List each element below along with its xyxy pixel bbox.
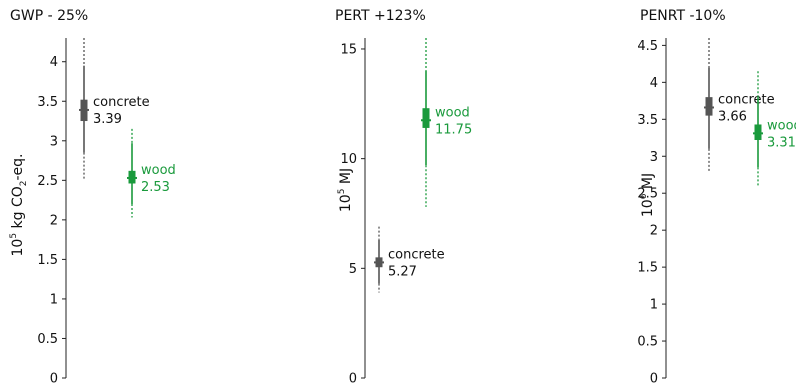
series-concrete: concrete 3.39 xyxy=(79,38,150,181)
y-axis-label: 105 MJ xyxy=(337,168,354,212)
y-tick-label: 4.5 xyxy=(637,39,658,54)
series-wood: wood 2.53 xyxy=(127,128,176,218)
box-iqr xyxy=(754,124,762,140)
y-tick-label: 4 xyxy=(50,55,58,70)
y-tick-label: 0.5 xyxy=(637,335,658,350)
y-tick-label: 15 xyxy=(340,42,357,57)
data-label: 11.75 xyxy=(435,122,472,137)
y-tick-label: 2 xyxy=(50,213,58,228)
series-wood: wood 11.75 xyxy=(421,38,472,207)
series-concrete: concrete 3.66 xyxy=(704,38,775,173)
series-name-label: wood xyxy=(767,118,796,133)
series-name-label: concrete xyxy=(93,95,150,110)
y-tick-label: 2.5 xyxy=(637,187,658,202)
y-tick-label: 1 xyxy=(650,298,658,313)
series-name-label: wood xyxy=(435,105,470,120)
data-label: 3.31 xyxy=(767,135,796,150)
y-tick-label: 1.5 xyxy=(37,253,58,268)
box-iqr xyxy=(705,97,713,116)
y-tick-label: 3.5 xyxy=(637,113,658,128)
y-tick-label: 0.5 xyxy=(37,332,58,347)
panel-title: GWP - 25% xyxy=(10,8,88,24)
y-tick-label: 2.5 xyxy=(37,174,58,189)
y-tick-label: 0 xyxy=(50,372,58,385)
series-wood: wood 3.31 xyxy=(753,71,796,186)
panel-3: PENRT -10% 0 0.5 1 1.5 2 2.5 3 3.5 4 4.5 106 MJ conc… xyxy=(637,8,796,385)
y-axis-label: 105 kg CO2-eq. xyxy=(9,153,29,256)
y-tick-label: 3 xyxy=(50,134,58,149)
y-tick-label: 2 xyxy=(650,224,658,239)
data-label: 3.66 xyxy=(718,109,747,124)
series-name-label: concrete xyxy=(718,92,775,107)
y-tick-label: 0 xyxy=(650,372,658,385)
y-tick-label: 3.5 xyxy=(37,95,58,110)
data-label: 5.27 xyxy=(388,264,417,279)
panel-title: PERT +123% xyxy=(335,8,426,24)
y-tick-label: 0 xyxy=(349,372,357,385)
series-concrete: concrete 5.27 xyxy=(374,226,445,293)
panel-title: PENRT -10% xyxy=(640,8,726,24)
y-tick-label: 1 xyxy=(50,292,58,307)
series-name-label: concrete xyxy=(388,247,445,262)
data-label: 2.53 xyxy=(141,180,170,195)
y-tick-label: 1.5 xyxy=(637,261,658,276)
box-iqr xyxy=(422,108,430,128)
y-tick-label: 3 xyxy=(650,150,658,165)
y-tick-label: 10 xyxy=(340,152,357,167)
panel-2: PERT +123% 0 5 10 15 105 MJ concrete 5.27 wood 11… xyxy=(335,8,472,385)
data-label: 3.39 xyxy=(93,112,122,127)
y-tick-label: 5 xyxy=(349,262,357,277)
series-name-label: wood xyxy=(141,163,176,178)
y-axis-label: 106 MJ xyxy=(639,173,656,217)
y-tick-label: 4 xyxy=(650,76,658,91)
